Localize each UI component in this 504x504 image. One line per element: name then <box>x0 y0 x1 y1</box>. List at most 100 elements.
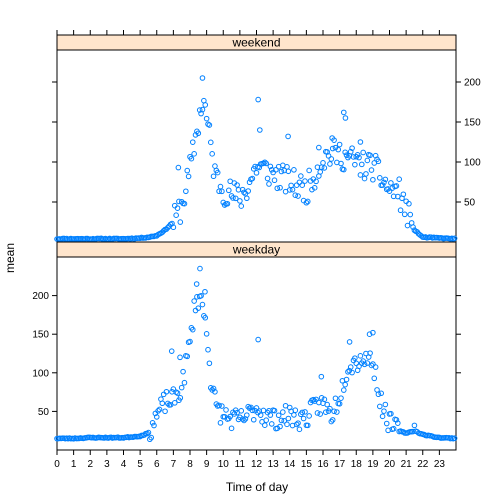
data-point <box>156 406 163 413</box>
data-point <box>289 186 296 193</box>
data-point <box>295 193 301 199</box>
data-point <box>375 391 382 398</box>
data-point <box>340 166 347 173</box>
data-point <box>395 420 401 426</box>
data-point <box>249 407 256 414</box>
x-tick-label: 15 <box>301 459 313 470</box>
data-point <box>342 115 349 121</box>
data-point <box>244 195 250 202</box>
data-point <box>375 158 382 165</box>
data-point <box>241 417 247 424</box>
x-tick-label: 2 <box>87 459 93 470</box>
data-point <box>378 390 384 397</box>
data-point <box>147 436 153 443</box>
data-point <box>352 355 358 361</box>
data-point <box>366 331 373 338</box>
data-point <box>291 412 297 418</box>
data-point <box>178 384 185 391</box>
data-point <box>184 167 191 174</box>
data-point <box>328 156 335 162</box>
data-point <box>195 305 202 311</box>
data-point <box>191 151 197 157</box>
data-point <box>377 403 383 410</box>
data-point <box>361 175 368 182</box>
data-point <box>311 185 318 191</box>
data-point <box>381 408 387 414</box>
data-point <box>197 265 203 272</box>
data-point <box>256 164 263 171</box>
data-point <box>411 422 418 429</box>
data-point <box>317 411 324 417</box>
data-point <box>324 401 330 408</box>
data-point <box>313 178 319 185</box>
data-point <box>224 200 231 207</box>
data-point <box>277 184 283 191</box>
data-point <box>401 211 408 218</box>
data-point <box>177 395 184 401</box>
x-axis-label: Time of day <box>226 480 288 494</box>
y-tick-label: 200 <box>32 291 49 302</box>
data-point <box>407 211 414 218</box>
data-point <box>268 421 275 427</box>
data-point <box>217 183 224 190</box>
data-point <box>238 408 245 414</box>
data-point <box>389 185 396 191</box>
data-point <box>248 404 254 411</box>
x-tick-label: 6 <box>154 459 160 470</box>
data-point <box>230 195 236 201</box>
data-point <box>275 412 282 419</box>
data-point <box>304 198 311 205</box>
data-point <box>364 360 371 366</box>
data-point <box>349 145 355 151</box>
data-point <box>193 281 200 287</box>
data-point <box>239 186 246 193</box>
data-point <box>202 288 208 295</box>
data-point <box>253 170 260 176</box>
x-tick-label: 20 <box>384 459 396 470</box>
strip-label-weekend: weekend <box>231 36 280 50</box>
data-point <box>195 130 202 137</box>
data-point <box>317 169 324 175</box>
data-point <box>347 148 354 155</box>
x-tick-label: 8 <box>187 459 193 470</box>
data-point <box>386 188 393 194</box>
data-point <box>329 417 336 423</box>
data-point <box>160 391 167 398</box>
data-point <box>170 386 177 392</box>
data-point <box>225 187 232 194</box>
data-point <box>303 199 310 206</box>
data-point <box>310 396 317 403</box>
x-tick-label: 5 <box>137 459 143 470</box>
data-point <box>329 135 335 141</box>
data-point <box>338 160 344 167</box>
data-point <box>410 224 416 230</box>
data-point <box>357 139 364 145</box>
panel-weekday: weekday 50 100 150 200 <box>32 241 461 451</box>
data-point <box>191 298 197 304</box>
data-point <box>367 350 373 356</box>
data-point <box>320 160 326 166</box>
x-tick-label: 0 <box>54 459 60 470</box>
data-point <box>202 102 209 108</box>
data-point <box>368 167 375 173</box>
data-point <box>318 395 325 401</box>
data-point <box>295 420 301 426</box>
data-point <box>370 176 376 183</box>
data-point <box>404 222 411 229</box>
data-point <box>199 301 206 308</box>
data-point <box>280 409 286 415</box>
x-tick-label: 3 <box>104 459 110 470</box>
data-point <box>160 227 167 234</box>
data-point <box>163 388 170 395</box>
data-point <box>293 421 300 428</box>
data-point <box>381 179 387 186</box>
data-point <box>216 402 222 409</box>
data-point <box>278 417 285 424</box>
data-point <box>237 198 243 204</box>
data-point <box>263 160 270 167</box>
data-point <box>239 416 246 422</box>
x-tick-label: 9 <box>204 459 210 470</box>
points-weekend <box>54 75 458 243</box>
data-point <box>151 422 157 429</box>
